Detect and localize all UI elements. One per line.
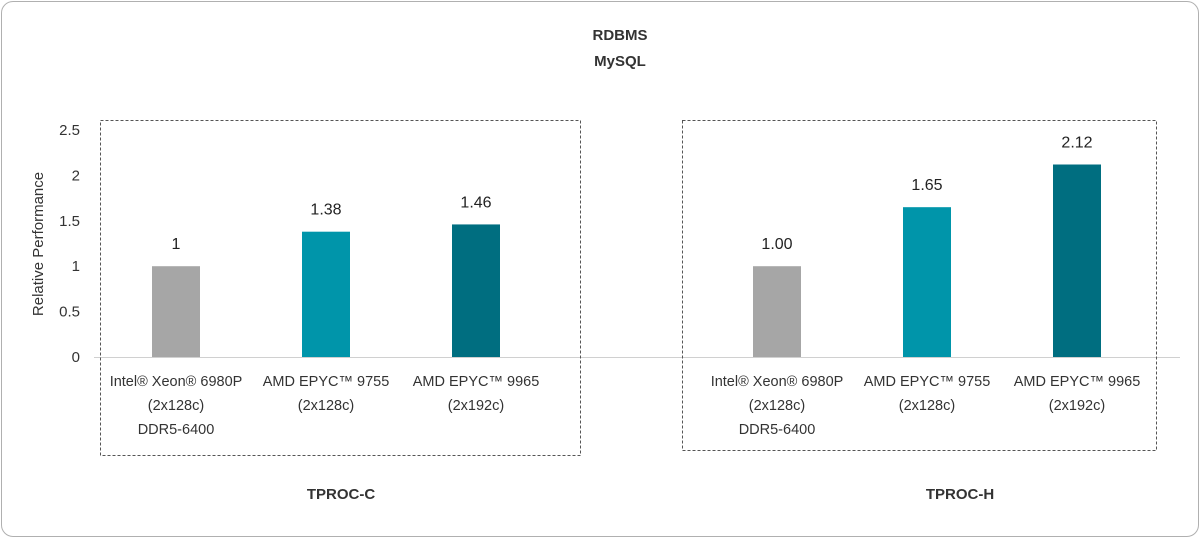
data-label: 1.65 [911, 177, 942, 194]
category-label: (2x128c) [749, 398, 805, 414]
data-label: 1.46 [460, 194, 491, 211]
bar [452, 224, 500, 357]
y-axis-label: Relative Performance [30, 172, 47, 316]
chart-title: RDBMS [593, 27, 648, 44]
data-label: 1 [172, 236, 181, 253]
y-tick-label: 2 [72, 167, 80, 184]
category-label: (2x192c) [448, 398, 504, 414]
category-label: Intel® Xeon® 6980P [110, 374, 243, 390]
data-label: 1.38 [310, 202, 341, 219]
category-label: AMD EPYC™ 9965 [413, 374, 540, 390]
group-label: TPROC-H [926, 486, 994, 503]
group-box [682, 120, 1157, 451]
group-label: TPROC-C [307, 486, 375, 503]
category-label: (2x128c) [899, 398, 955, 414]
chart-subtitle: MySQL [594, 53, 646, 70]
category-label: (2x192c) [1049, 398, 1105, 414]
category-label: AMD EPYC™ 9755 [864, 374, 991, 390]
bar [302, 231, 350, 357]
group-box [100, 120, 581, 456]
bar [753, 266, 801, 357]
y-tick-label: 2.5 [59, 122, 80, 139]
category-label: AMD EPYC™ 9965 [1014, 374, 1141, 390]
category-label: (2x128c) [148, 398, 204, 414]
bar [903, 207, 951, 357]
category-label: DDR5-6400 [138, 422, 215, 438]
y-tick-label: 1.5 [59, 213, 80, 230]
y-tick-label: 0 [72, 349, 80, 366]
category-label: (2x128c) [298, 398, 354, 414]
bar [152, 266, 200, 357]
category-label: DDR5-6400 [739, 422, 816, 438]
category-label: AMD EPYC™ 9755 [263, 374, 390, 390]
category-label: Intel® Xeon® 6980P [711, 374, 844, 390]
bar [1053, 164, 1101, 357]
y-tick-label: 0.5 [59, 304, 80, 321]
data-label: 2.12 [1061, 135, 1092, 152]
y-tick-label: 1 [72, 258, 80, 275]
data-label: 1.00 [761, 236, 792, 253]
